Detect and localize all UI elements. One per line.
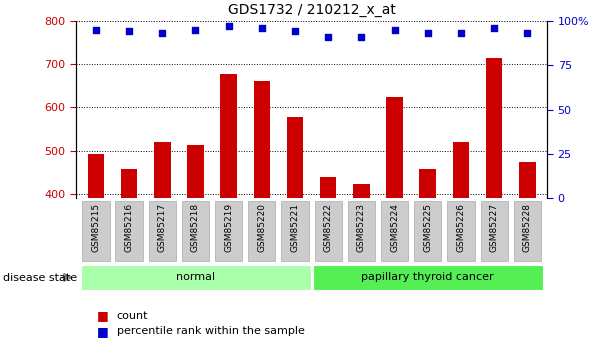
- Point: [157, 30, 167, 36]
- Bar: [452, 142, 469, 198]
- Bar: [121, 169, 137, 198]
- Bar: [187, 145, 204, 198]
- FancyBboxPatch shape: [314, 201, 342, 261]
- Bar: [386, 97, 403, 198]
- FancyBboxPatch shape: [182, 201, 209, 261]
- Text: disease state: disease state: [3, 273, 77, 283]
- Bar: [353, 184, 370, 198]
- Text: ■: ■: [97, 309, 109, 322]
- Point: [124, 29, 134, 34]
- FancyBboxPatch shape: [514, 201, 541, 261]
- Text: ■: ■: [97, 325, 109, 338]
- Text: GSM85216: GSM85216: [125, 203, 134, 253]
- Bar: [519, 161, 536, 198]
- FancyBboxPatch shape: [149, 201, 176, 261]
- Text: GSM85227: GSM85227: [489, 203, 499, 253]
- Text: papillary thyroid cancer: papillary thyroid cancer: [361, 273, 494, 282]
- FancyBboxPatch shape: [348, 201, 375, 261]
- Text: GSM85218: GSM85218: [191, 203, 200, 253]
- FancyBboxPatch shape: [480, 201, 508, 261]
- Bar: [154, 142, 171, 198]
- Point: [91, 27, 101, 32]
- Point: [257, 25, 267, 31]
- Point: [290, 29, 300, 34]
- FancyBboxPatch shape: [414, 201, 441, 261]
- FancyBboxPatch shape: [381, 201, 408, 261]
- Text: GSM85221: GSM85221: [291, 203, 300, 253]
- Bar: [420, 169, 436, 198]
- Bar: [254, 81, 270, 198]
- Point: [323, 34, 333, 39]
- FancyBboxPatch shape: [116, 201, 143, 261]
- FancyBboxPatch shape: [282, 201, 309, 261]
- Point: [224, 23, 233, 29]
- Point: [190, 27, 200, 32]
- Text: GSM85222: GSM85222: [323, 204, 333, 252]
- Bar: [88, 154, 104, 198]
- Text: normal: normal: [176, 273, 215, 282]
- Title: GDS1732 / 210212_x_at: GDS1732 / 210212_x_at: [227, 3, 396, 17]
- Text: GSM85226: GSM85226: [457, 203, 465, 253]
- Point: [522, 30, 532, 36]
- Text: count: count: [117, 311, 148, 321]
- Text: GSM85225: GSM85225: [423, 203, 432, 253]
- FancyBboxPatch shape: [81, 265, 311, 290]
- Bar: [220, 73, 237, 198]
- Point: [356, 34, 366, 39]
- Text: percentile rank within the sample: percentile rank within the sample: [117, 326, 305, 336]
- Text: GSM85217: GSM85217: [158, 203, 167, 253]
- Point: [423, 30, 433, 36]
- Text: GSM85228: GSM85228: [523, 203, 532, 253]
- FancyBboxPatch shape: [248, 201, 275, 261]
- Text: GSM85220: GSM85220: [257, 203, 266, 253]
- FancyBboxPatch shape: [447, 201, 474, 261]
- Text: GSM85223: GSM85223: [357, 203, 366, 253]
- Bar: [320, 177, 336, 198]
- FancyBboxPatch shape: [82, 201, 109, 261]
- Text: GSM85215: GSM85215: [91, 203, 100, 253]
- FancyBboxPatch shape: [215, 201, 242, 261]
- Point: [390, 27, 399, 32]
- Bar: [486, 58, 502, 198]
- Text: GSM85224: GSM85224: [390, 204, 399, 252]
- FancyBboxPatch shape: [313, 265, 543, 290]
- Text: GSM85219: GSM85219: [224, 203, 233, 253]
- Point: [456, 30, 466, 36]
- Point: [489, 25, 499, 31]
- Bar: [287, 117, 303, 198]
